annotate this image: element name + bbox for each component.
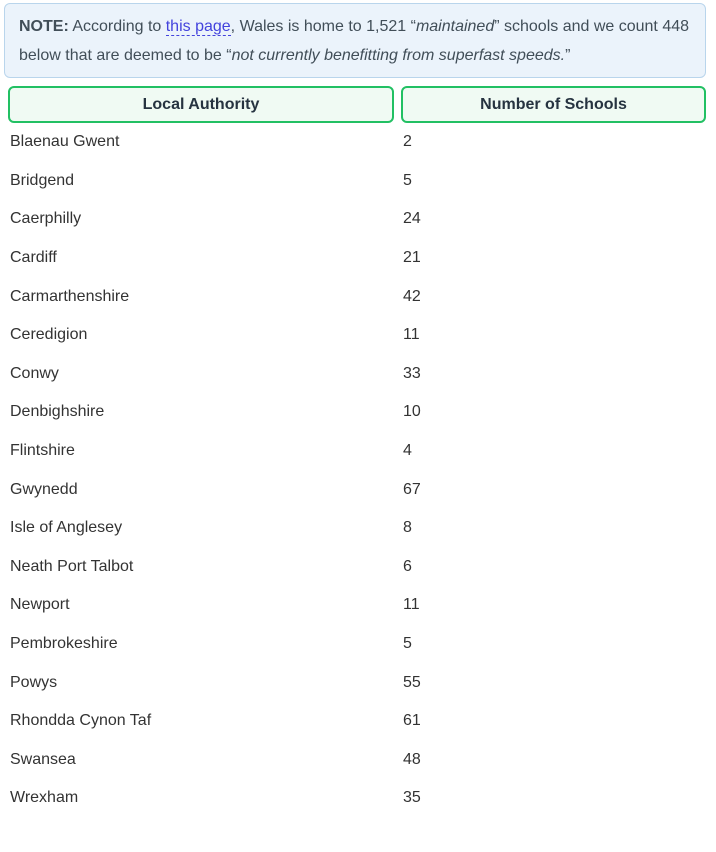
this-page-link[interactable]: this page: [165, 18, 231, 36]
table-row: Denbighshire 10: [8, 393, 706, 432]
schools-table: Local Authority Number of Schools Blaena…: [1, 86, 713, 818]
table-row: Cardiff 21: [8, 239, 706, 278]
schools-count-cell: 61: [403, 712, 421, 730]
table-row: Blaenau Gwent 2: [8, 123, 706, 162]
authority-cell: Neath Port Talbot: [10, 557, 134, 575]
schools-count-cell: 8: [403, 519, 412, 537]
column-header-local-authority: Local Authority: [8, 86, 394, 123]
note-segment: According to: [68, 18, 166, 35]
schools-count-cell: 24: [403, 210, 421, 228]
authority-cell: Isle of Anglesey: [10, 519, 123, 537]
schools-count-cell: 42: [403, 287, 421, 305]
note-segment: NOTE:: [19, 18, 69, 35]
table-row: Rhondda Cynon Taf 61: [8, 702, 706, 741]
authority-cell: Gwynedd: [10, 480, 78, 498]
authority-cell: Rhondda Cynon Taf: [10, 712, 152, 730]
note-segment: maintained: [415, 18, 495, 35]
table-row: Conwy 33: [8, 355, 706, 394]
note-segment: not currently benefitting from superfast…: [231, 47, 566, 64]
table-row: Isle of Anglesey 8: [8, 509, 706, 548]
schools-count-cell: 21: [403, 249, 421, 267]
table-row: Ceredigion 11: [8, 316, 706, 355]
authority-cell: Bridgend: [10, 171, 75, 189]
schools-count-cell: 67: [403, 480, 421, 498]
schools-count-cell: 35: [403, 789, 421, 807]
schools-count-cell: 5: [403, 635, 412, 653]
authority-cell: Cardiff: [10, 249, 57, 267]
authority-cell: Swansea: [10, 750, 76, 768]
schools-count-cell: 10: [403, 403, 421, 421]
schools-count-cell: 2: [403, 133, 412, 151]
note-segment: ”: [565, 47, 571, 64]
authority-cell: Pembrokeshire: [10, 635, 118, 653]
schools-count-cell: 33: [403, 364, 421, 382]
table-row: Neath Port Talbot 6: [8, 548, 706, 587]
table-row: Carmarthenshire 42: [8, 277, 706, 316]
authority-cell: Ceredigion: [10, 326, 88, 344]
table-row: Caerphilly 24: [8, 200, 706, 239]
authority-cell: Wrexham: [10, 789, 79, 807]
column-header-number-of-schools: Number of Schools: [401, 86, 706, 123]
authority-cell: Blaenau Gwent: [10, 133, 120, 151]
authority-cell: Flintshire: [10, 442, 75, 460]
note-segment: ” schools and we count 448 below that ar…: [19, 18, 690, 64]
table-row: Swansea 48: [8, 741, 706, 780]
table-row: Gwynedd 67: [8, 470, 706, 509]
table-row: Flintshire 4: [8, 432, 706, 471]
authority-cell: Carmarthenshire: [10, 287, 130, 305]
note-box: NOTE: According to this page, Wales is h…: [4, 3, 706, 78]
schools-count-cell: 11: [403, 596, 420, 614]
authority-cell: Caerphilly: [10, 210, 82, 228]
authority-cell: Denbighshire: [10, 403, 105, 421]
schools-count-cell: 4: [403, 442, 412, 460]
authority-cell: Powys: [10, 673, 58, 691]
schools-count-cell: 6: [403, 557, 412, 575]
schools-count-cell: 5: [403, 171, 412, 189]
table-row: Wrexham 35: [8, 779, 706, 818]
table-row: Powys 55: [8, 663, 706, 702]
schools-count-cell: 11: [403, 326, 420, 344]
table-header-row: Local Authority Number of Schools: [8, 86, 706, 123]
table-row: Newport 11: [8, 586, 706, 625]
schools-count-cell: 48: [403, 750, 421, 768]
note-text: NOTE: According to this page, Wales is h…: [19, 12, 691, 70]
authority-cell: Newport: [10, 596, 70, 614]
note-segment: , Wales is home to 1,521 “: [230, 18, 416, 35]
authority-cell: Conwy: [10, 364, 59, 382]
table-row: Pembrokeshire 5: [8, 625, 706, 664]
table-row: Bridgend 5: [8, 162, 706, 201]
schools-count-cell: 55: [403, 673, 421, 691]
